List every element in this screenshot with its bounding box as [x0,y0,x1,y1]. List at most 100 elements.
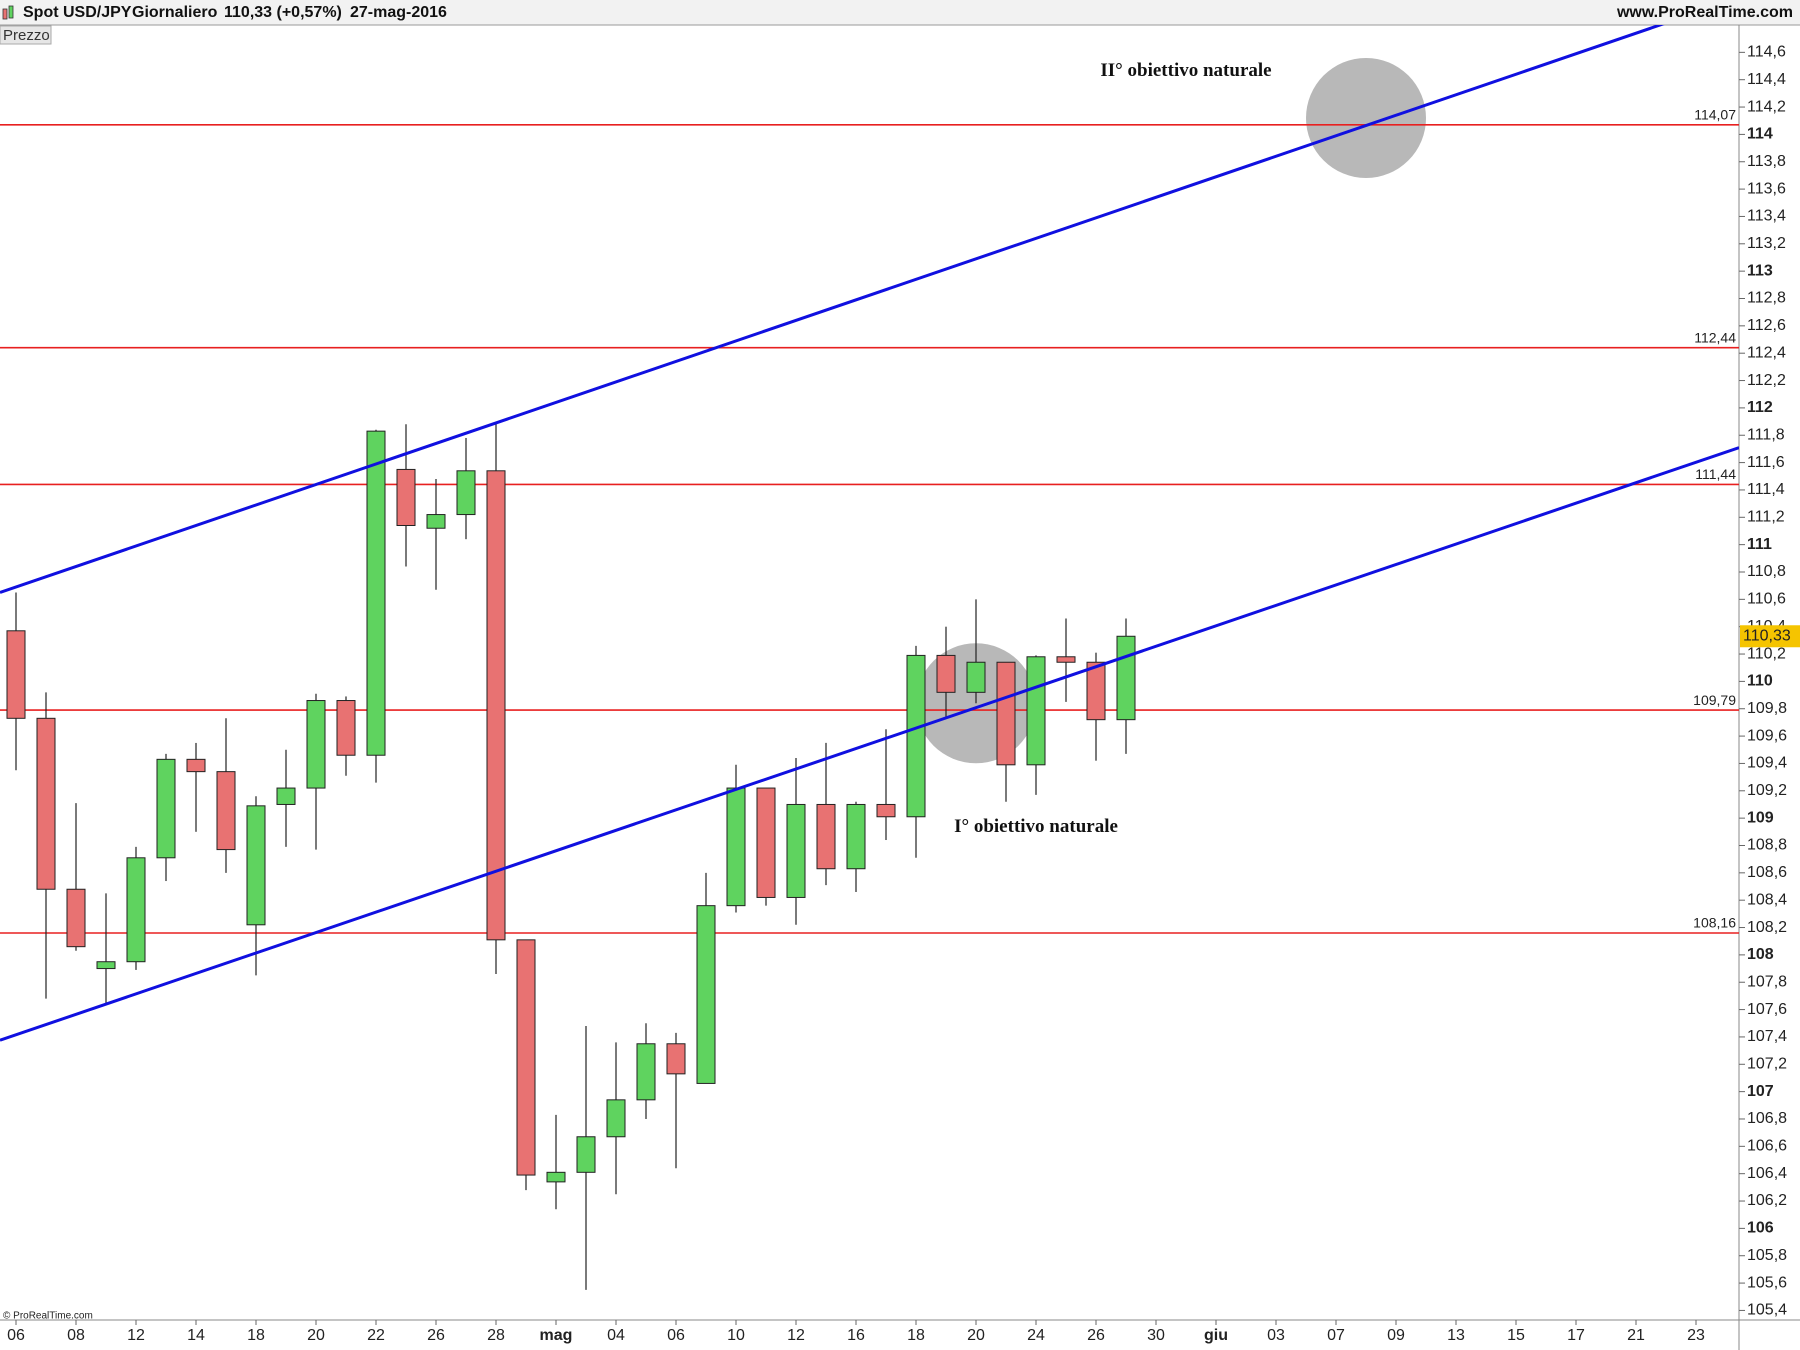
y-tick-label: 112 [1747,399,1773,416]
candle-body [66,888,86,948]
x-tick-label: 12 [787,1327,805,1344]
y-tick-label: 114,6 [1747,44,1786,61]
y-tick-label: 108 [1747,946,1774,963]
candle-body [306,700,326,789]
y-tick-label: 113 [1747,262,1773,279]
header-bar [0,0,1800,25]
x-tick-label: 13 [1447,1327,1465,1344]
x-tick-label: 24 [1027,1327,1045,1344]
candle-body [666,1043,686,1075]
candle-body [366,430,386,756]
candle-body [786,803,806,898]
trendline [0,25,1665,594]
panel-label: Prezzo [3,27,50,44]
level-label: 108,16 [1693,915,1736,931]
x-tick-label: 22 [367,1327,385,1344]
candle-body [6,630,26,719]
y-tick-label: 105,8 [1747,1247,1787,1264]
candle-body [756,787,776,898]
annotation: II° obiettivo naturale [1100,60,1271,81]
y-tick-label: 113,6 [1747,180,1786,197]
y-tick-label: 114,4 [1747,71,1786,88]
level-label: 111,44 [1695,466,1736,482]
candle-body [516,939,536,1176]
candle-body [816,803,836,870]
x-tick-label: 15 [1507,1327,1525,1344]
y-tick-label: 106,2 [1747,1192,1787,1209]
y-tick-label: 113,2 [1747,235,1786,252]
quote: 110,33 (+0,57%) [224,4,342,21]
x-tick-label: 26 [427,1327,445,1344]
y-tick-label: 106 [1747,1220,1774,1237]
y-tick-label: 111 [1747,536,1772,553]
y-tick-label: 108,8 [1747,837,1787,854]
candle-body [966,661,986,693]
y-tick-label: 111,4 [1747,481,1785,498]
candle-body [246,805,266,926]
y-tick-label: 112,4 [1747,344,1786,361]
period: Giornaliero [132,4,218,21]
date: 27-mag-2016 [350,4,447,21]
candle-body [1056,656,1076,663]
candle-body [726,787,746,907]
candle-body [636,1043,656,1101]
x-tick-label: 21 [1627,1327,1645,1344]
y-tick-label: 109,6 [1747,727,1787,744]
candle-body [156,758,176,859]
candle-body [1086,661,1106,721]
x-tick-label: 04 [607,1327,625,1344]
y-tick-label: 108,2 [1747,919,1787,936]
trendline [0,446,1739,1042]
y-tick-label: 107,8 [1747,973,1787,990]
y-tick-label: 107,6 [1747,1001,1787,1018]
candle-body [696,905,716,1084]
x-tick-label: 30 [1147,1327,1165,1344]
x-tick-label: 09 [1387,1327,1405,1344]
y-tick-label: 109,2 [1747,782,1787,799]
candle-body [36,717,56,890]
x-tick-label: 14 [187,1327,205,1344]
last-price-label: 110,33 [1743,627,1791,644]
y-tick-label: 107,2 [1747,1056,1787,1073]
y-tick-label: 107,4 [1747,1028,1787,1045]
candle-body [936,654,956,693]
y-tick-label: 109 [1747,809,1774,826]
header-icon [2,5,14,20]
candle-body [336,700,356,756]
candle-body [1026,656,1046,766]
y-tick-label: 110,2 [1747,645,1786,662]
site: www.ProRealTime.com [1616,4,1793,21]
x-tick-label: 16 [847,1327,865,1344]
level-label: 114,07 [1694,107,1736,123]
y-tick-label: 108,4 [1747,891,1787,908]
x-tick-label: 26 [1087,1327,1105,1344]
candle-body [576,1136,596,1173]
y-tick-label: 110,6 [1747,591,1786,608]
annotation: I° obiettivo naturale [954,816,1118,837]
candle-body [606,1099,626,1138]
y-tick-label: 113,8 [1747,153,1786,170]
x-tick-label: 18 [907,1327,925,1344]
candle-body [216,771,236,851]
x-tick-label: 23 [1687,1327,1705,1344]
x-tick-label: giu [1204,1327,1228,1344]
y-tick-label: 107 [1747,1083,1774,1100]
candle-body [426,514,446,529]
candle-body [486,470,506,941]
candle-body [96,961,116,970]
y-tick-label: 112,6 [1747,317,1786,334]
y-tick-label: 106,4 [1747,1165,1787,1182]
x-tick-label: 18 [247,1327,265,1344]
target-zone [1306,57,1426,178]
x-tick-label: 06 [667,1327,685,1344]
x-tick-label: 28 [487,1327,505,1344]
y-tick-label: 109,4 [1747,755,1787,772]
plot-area [0,25,1739,1290]
x-tick-label: 03 [1267,1327,1285,1344]
copyright: © ProRealTime.com [3,1311,93,1322]
y-tick-label: 112,8 [1747,290,1786,307]
x-tick-label: 20 [967,1327,985,1344]
y-tick-label: 112,2 [1747,372,1786,389]
candle-body [456,470,476,516]
